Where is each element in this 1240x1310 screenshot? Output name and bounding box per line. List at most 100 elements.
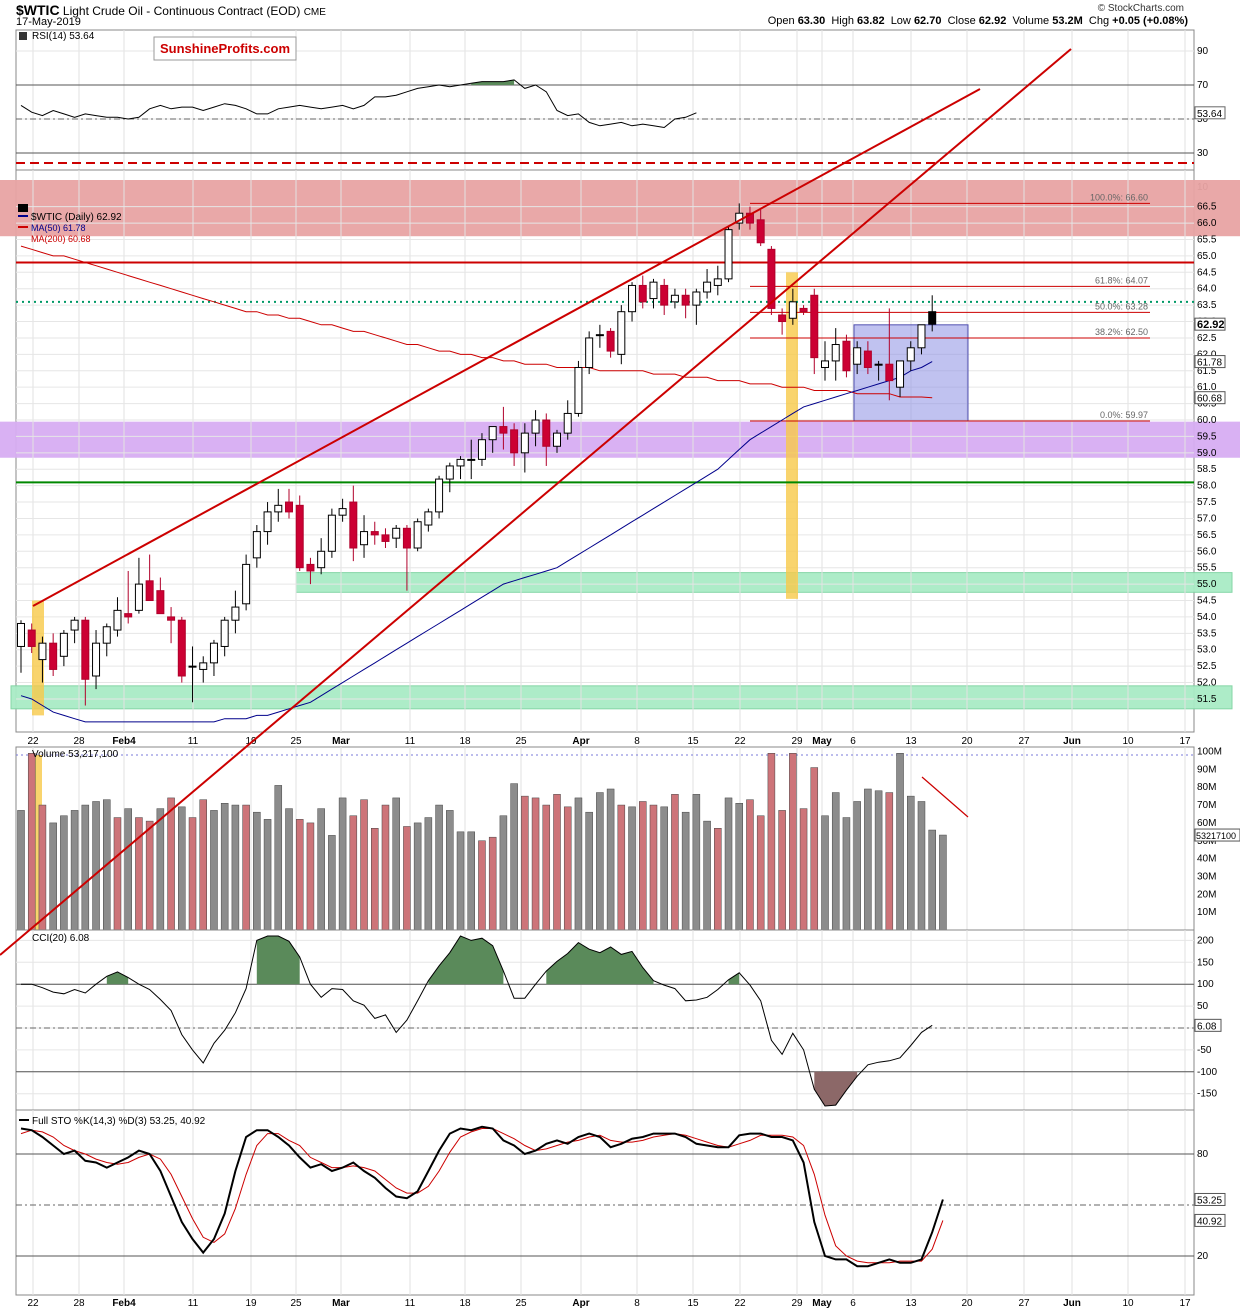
volume-bar: [617, 804, 626, 931]
candle-body: [327, 514, 336, 552]
candle-body: [70, 619, 79, 631]
volume-bar: [885, 792, 894, 931]
x-axis-label-bottom: 15: [687, 1298, 699, 1309]
fibonacci-label: 38.2%: 62.50: [1095, 327, 1148, 337]
volume-bar: [789, 753, 797, 931]
candle-body: [263, 511, 272, 533]
volume-bar: [478, 840, 486, 931]
x-axis-label: Jun: [1063, 736, 1081, 747]
rsi-tick-label: 70: [1197, 80, 1209, 91]
volume-bar: [692, 794, 701, 931]
candle-body: [649, 281, 658, 300]
chart-date: 17-May-2019: [16, 16, 81, 28]
cci-tick-label: 200: [1197, 935, 1214, 946]
candle-body: [38, 642, 47, 661]
candle-body: [510, 429, 519, 454]
price-tick-label: 61.0: [1197, 382, 1217, 393]
price-tick-label: 54.0: [1197, 612, 1217, 623]
high-value: 63.82: [857, 15, 885, 27]
volume-bar: [145, 820, 154, 931]
candle-body: [692, 291, 701, 306]
volume-bar: [220, 803, 229, 931]
cci-last-value-label: 6.08: [1197, 1021, 1217, 1032]
volume-bar: [295, 819, 304, 931]
volume-bar: [81, 804, 90, 931]
volume-bar: [210, 810, 218, 931]
price-tick-label: 52.0: [1197, 678, 1217, 689]
volume-bar: [274, 785, 283, 931]
x-axis-label-bottom: 22: [734, 1298, 746, 1309]
stochastic-tick-label: 80: [1197, 1149, 1209, 1160]
candle-body: [853, 347, 862, 365]
price-legend-swatch: [18, 226, 28, 228]
x-axis-label: 22: [27, 736, 39, 747]
candle-body: [477, 439, 486, 460]
volume-bar: [178, 806, 186, 931]
volume-trend-line: [921, 776, 969, 818]
volume-tick-label: 10M: [1197, 907, 1216, 918]
candle-body: [467, 458, 476, 461]
candle-body: [542, 419, 551, 447]
open-value: 63.30: [797, 15, 826, 27]
price-tick-label: 51.5: [1197, 694, 1217, 705]
rsi-tick-label: 50: [1197, 114, 1209, 125]
price-zone-support: [0, 421, 1240, 458]
x-axis-label-bottom: 20: [961, 1298, 973, 1309]
candle-body: [810, 294, 819, 359]
volume-bar: [381, 804, 390, 931]
candle-body: [295, 504, 304, 569]
rsi-line: [20, 79, 697, 129]
x-axis-label: 13: [905, 736, 917, 747]
volume-bar: [928, 829, 936, 931]
stochastic-k-line: [20, 1125, 944, 1268]
candle-body: [874, 363, 883, 366]
price-tick-label: 66.5: [1197, 202, 1217, 213]
volume-bar: [317, 808, 325, 931]
candle-body: [285, 501, 293, 513]
volume-bar: [831, 792, 840, 931]
x-axis-label-bottom: 10: [1122, 1298, 1134, 1309]
price-tick-label: 53.0: [1197, 645, 1217, 656]
volume-bar: [939, 834, 947, 931]
volume-bar: [338, 797, 347, 931]
candle-body: [917, 324, 926, 349]
candle-body: [81, 619, 90, 680]
candle-body: [338, 508, 347, 516]
volume-bar: [231, 804, 240, 931]
price-legend-label: MA(50) 61.78: [31, 223, 86, 233]
volume-bar: [778, 810, 786, 931]
volume-bar: [896, 753, 904, 931]
volume-bar: [167, 797, 175, 931]
volume-bar: [853, 801, 861, 931]
price-tick-label: 63.5: [1197, 300, 1217, 311]
x-axis-label-bottom: Feb4: [112, 1298, 136, 1309]
x-axis-label: 20: [961, 736, 973, 747]
x-axis-label: 25: [515, 736, 527, 747]
stochastic-last-value-box: [1194, 1213, 1226, 1227]
candle-body: [360, 531, 369, 546]
cci-overbought-fill: [256, 936, 300, 985]
candle-body: [188, 665, 197, 668]
candle-body: [49, 642, 58, 670]
annotation-overlay: [0, 48, 1072, 956]
candle-body: [595, 334, 604, 337]
x-axis-label-bottom: Mar: [332, 1298, 350, 1309]
price-tick-label: 56.0: [1197, 546, 1217, 557]
x-axis-label-bottom: 28: [73, 1298, 85, 1309]
candle-body: [167, 616, 176, 621]
volume-bar: [585, 811, 593, 931]
x-axis-label: 11: [188, 736, 199, 747]
price-tick-label: 65.5: [1197, 234, 1217, 245]
volume-bar: [424, 817, 433, 931]
volume-tick-label: 20M: [1197, 889, 1216, 900]
volume-bar: [671, 794, 679, 931]
candle-body: [402, 527, 411, 549]
price-zone-support: [10, 685, 1233, 710]
rising-trendline-upper: [32, 88, 981, 607]
volume-bar: [799, 808, 808, 931]
price-tick-label: 61.5: [1197, 366, 1217, 377]
x-axis-label-bottom: 6: [850, 1298, 856, 1309]
chart-header: $WTIC Light Crude Oil - Continuous Contr…: [0, 0, 1240, 30]
fibonacci-label: 61.8%: 64.07: [1095, 275, 1148, 285]
price-tick-label: 55.5: [1197, 563, 1217, 574]
